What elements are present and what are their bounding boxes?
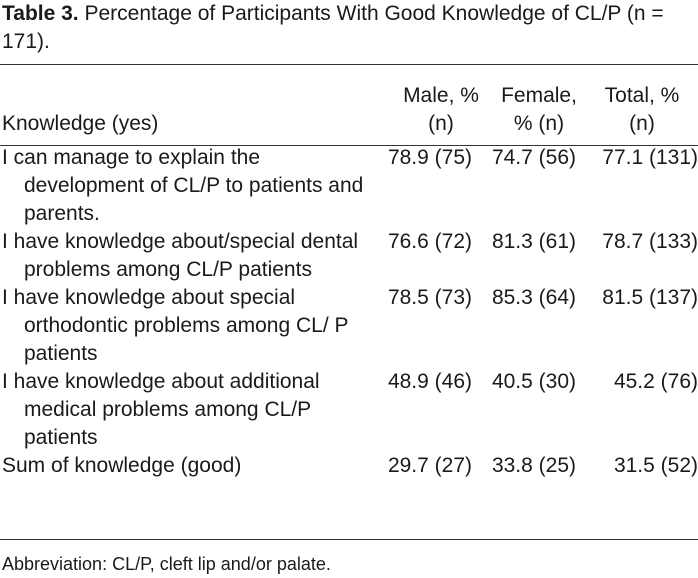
row-female-value: 33.8 (25) bbox=[491, 454, 576, 477]
row-female-value: 85.3 (64) bbox=[491, 286, 576, 309]
row-knowledge-text: I have knowledge about/special dental pr… bbox=[2, 230, 359, 281]
table-caption: Table 3. Percentage of Participants With… bbox=[2, 0, 696, 56]
table-header-rule bbox=[0, 145, 698, 146]
header-female-text: Female, % (n) bbox=[501, 84, 577, 135]
row-knowledge-cell: I have knowledge about/special dental pr… bbox=[0, 228, 372, 284]
table-caption-text: Percentage of Participants With Good Kno… bbox=[2, 2, 664, 53]
row-knowledge-cell: I have knowledge about special orthodont… bbox=[0, 284, 372, 368]
header-male: Male, % (n) bbox=[372, 72, 479, 138]
row-knowledge-text: I have knowledge about additional medica… bbox=[2, 370, 320, 449]
row-male-value: 78.5 (73) bbox=[387, 286, 472, 309]
row-knowledge-cell: I have knowledge about additional medica… bbox=[0, 368, 372, 452]
table-row: I have knowledge about special orthodont… bbox=[0, 284, 698, 368]
row-knowledge-text: Sum of knowledge (good) bbox=[2, 454, 242, 477]
row-male-value: 48.9 (46) bbox=[387, 370, 472, 393]
table-row: I can manage to explain the development … bbox=[0, 138, 698, 228]
row-knowledge-cell: I can manage to explain the development … bbox=[0, 138, 372, 228]
row-knowledge-text: I have knowledge about special orthodont… bbox=[2, 286, 349, 365]
table-caption-label: Table 3. bbox=[2, 2, 79, 25]
table-row: Sum of knowledge (good) 29.7 (27) 33.8 (… bbox=[0, 452, 698, 480]
row-total-value: 77.1 (131) bbox=[602, 146, 698, 169]
row-male-value: 29.7 (27) bbox=[387, 454, 472, 477]
row-male-value: 78.9 (75) bbox=[387, 146, 472, 169]
table-footnote: Abbreviation: CL/P, cleft lip and/or pal… bbox=[2, 554, 331, 574]
row-female-value: 81.3 (61) bbox=[491, 230, 576, 253]
row-female-value: 40.5 (30) bbox=[491, 370, 576, 393]
row-total-value: 78.7 (133) bbox=[602, 230, 698, 253]
row-total-value: 81.5 (137) bbox=[602, 286, 698, 309]
table-row: I have knowledge about additional medica… bbox=[0, 368, 698, 452]
table-top-rule bbox=[0, 64, 698, 65]
row-knowledge-cell: Sum of knowledge (good) bbox=[0, 452, 372, 480]
table-header-row: Knowledge (yes) Male, % (n) Female, % (n… bbox=[0, 72, 698, 138]
header-knowledge: Knowledge (yes) bbox=[2, 112, 159, 135]
row-total-value: 45.2 (76) bbox=[613, 370, 698, 393]
header-total: Total, % (n) bbox=[576, 72, 698, 138]
row-total-value: 31.5 (52) bbox=[613, 454, 698, 477]
table-row: I have knowledge about/special dental pr… bbox=[0, 228, 698, 284]
table-bottom-rule bbox=[0, 539, 698, 540]
knowledge-table: Knowledge (yes) Male, % (n) Female, % (n… bbox=[0, 72, 698, 480]
row-female-value: 74.7 (56) bbox=[491, 146, 576, 169]
header-male-text: Male, % (n) bbox=[403, 84, 479, 135]
header-total-text: Total, % (n) bbox=[604, 84, 680, 135]
header-female: Female, % (n) bbox=[472, 72, 577, 138]
row-male-value: 76.6 (72) bbox=[387, 230, 472, 253]
row-knowledge-text: I can manage to explain the development … bbox=[2, 146, 364, 225]
